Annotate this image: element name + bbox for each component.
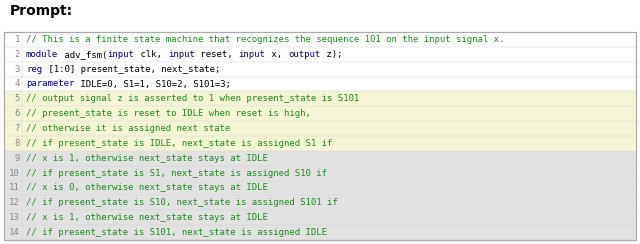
Bar [4, 121, 636, 136]
Text: // This is a finite state machine that recognizes the sequence 101 on the input : // This is a finite state machine that r… [26, 35, 504, 44]
Text: input: input [108, 50, 134, 59]
Text: parameter: parameter [26, 80, 74, 89]
Text: 6: 6 [15, 109, 20, 118]
Bar [4, 136, 636, 151]
Text: // if present_state is S1, next_state is assigned S10 if: // if present_state is S1, next_state is… [26, 169, 327, 178]
Bar [4, 32, 636, 240]
Text: // x is 1, otherwise next_state stays at IDLE: // x is 1, otherwise next_state stays at… [26, 213, 268, 222]
Text: 8: 8 [15, 139, 20, 148]
Text: // if present_state is S101, next_state is assigned IDLE: // if present_state is S101, next_state … [26, 228, 327, 237]
Bar [4, 195, 636, 210]
Text: // if present_state is S10, next_state is assigned S101 if: // if present_state is S10, next_state i… [26, 198, 338, 207]
Text: reg: reg [26, 65, 42, 74]
Text: adv_fsm(: adv_fsm( [59, 50, 107, 59]
Bar [4, 32, 636, 47]
Bar [4, 77, 636, 92]
Bar [4, 151, 636, 166]
Text: // x is 0, otherwise next_state stays at IDLE: // x is 0, otherwise next_state stays at… [26, 183, 268, 193]
Text: 12: 12 [9, 198, 20, 207]
Text: // x is 1, otherwise next_state stays at IDLE: // x is 1, otherwise next_state stays at… [26, 154, 268, 163]
Bar [4, 166, 636, 181]
Text: 4: 4 [15, 80, 20, 89]
Text: input: input [239, 50, 266, 59]
Text: Prompt:: Prompt: [10, 4, 73, 18]
Text: module: module [26, 50, 58, 59]
Text: IDLE=0, S1=1, S10=2, S101=3;: IDLE=0, S1=1, S10=2, S101=3; [75, 80, 231, 89]
Text: 13: 13 [9, 213, 20, 222]
Text: // output signal z is asserted to 1 when present_state is S101: // output signal z is asserted to 1 when… [26, 94, 359, 103]
Bar [4, 92, 636, 106]
Text: z);: z); [321, 50, 342, 59]
Text: [1:0] present_state, next_state;: [1:0] present_state, next_state; [43, 65, 220, 74]
Bar [4, 106, 636, 121]
Text: 9: 9 [15, 154, 20, 163]
Text: output: output [288, 50, 320, 59]
Bar [4, 62, 636, 77]
Text: 5: 5 [15, 94, 20, 103]
Text: 2: 2 [15, 50, 20, 59]
Text: 10: 10 [9, 169, 20, 178]
Text: input: input [168, 50, 195, 59]
Text: 1: 1 [15, 35, 20, 44]
Bar [4, 181, 636, 195]
Text: 11: 11 [9, 183, 20, 193]
Bar [4, 210, 636, 225]
Bar [4, 225, 636, 240]
Text: reset,: reset, [195, 50, 238, 59]
Text: 3: 3 [15, 65, 20, 74]
Text: x,: x, [266, 50, 287, 59]
Bar [4, 47, 636, 62]
Text: // if present_state is IDLE, next_state is assigned S1 if: // if present_state is IDLE, next_state … [26, 139, 332, 148]
Bar [4, 32, 636, 240]
Text: 7: 7 [15, 124, 20, 133]
Text: clk,: clk, [135, 50, 167, 59]
Text: // otherwise it is assigned next state: // otherwise it is assigned next state [26, 124, 230, 133]
Text: // present_state is reset to IDLE when reset is high,: // present_state is reset to IDLE when r… [26, 109, 311, 118]
Text: 14: 14 [9, 228, 20, 237]
